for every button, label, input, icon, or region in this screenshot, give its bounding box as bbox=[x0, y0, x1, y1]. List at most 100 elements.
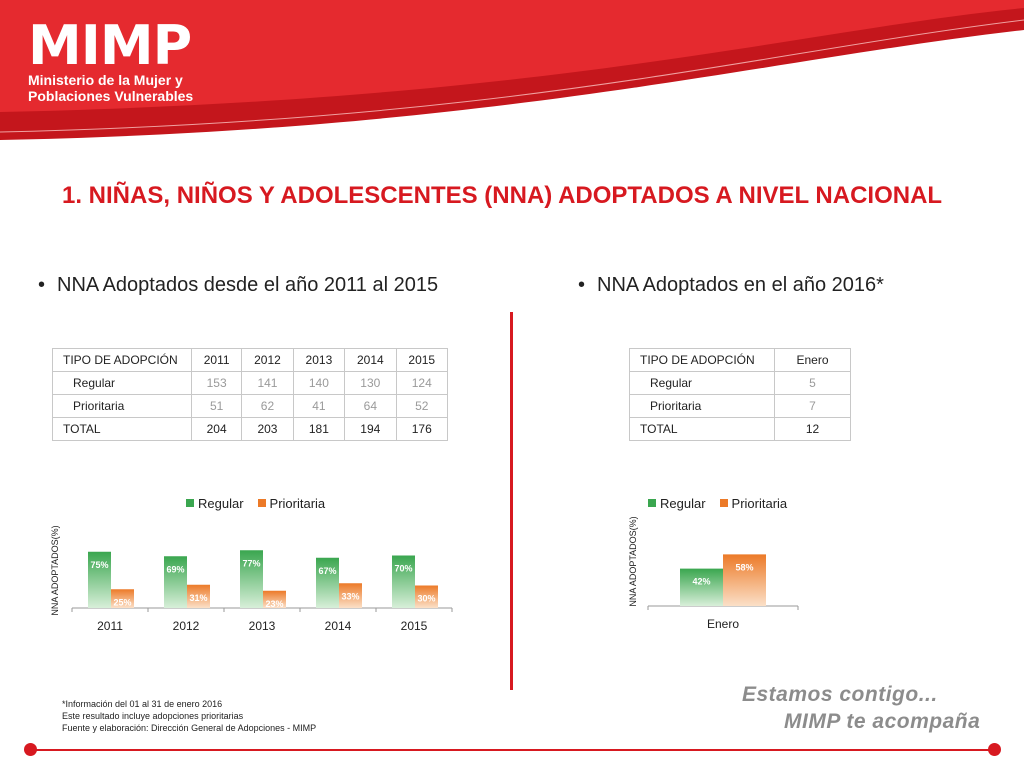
x-tick-label: 2014 bbox=[325, 619, 352, 633]
y-axis-label: NNA ADOPTADOS(%) bbox=[628, 516, 638, 606]
table-cell: 153 bbox=[190, 371, 243, 395]
right-bullet: • NNA Adoptados en el año 2016* bbox=[578, 274, 884, 297]
legend-item-regular: Regular bbox=[186, 496, 244, 511]
table-header-cell: Enero bbox=[774, 348, 851, 372]
legend-label: Prioritaria bbox=[269, 496, 326, 511]
table-row: Prioritaria 51 62 41 64 52 bbox=[52, 394, 449, 418]
x-tick-label: 2012 bbox=[173, 619, 200, 633]
table-header-row: TIPO DE ADOPCIÓN 2011 2012 2013 2014 201… bbox=[52, 348, 449, 372]
table-header-cell: TIPO DE ADOPCIÓN bbox=[629, 348, 775, 372]
table-cell: 7 bbox=[774, 394, 851, 418]
footnote-line: Este resultado incluye adopciones priori… bbox=[62, 711, 244, 721]
bar-prioritaria bbox=[187, 584, 210, 608]
data-label: 42% bbox=[692, 577, 710, 587]
table-cell: 141 bbox=[241, 371, 294, 395]
bar-regular bbox=[88, 551, 111, 608]
table-cell: Regular bbox=[52, 371, 192, 395]
header-band bbox=[0, 0, 1024, 140]
bottom-rule-dot bbox=[24, 743, 37, 756]
data-label: 33% bbox=[341, 591, 359, 601]
legend-item-prioritaria: Prioritaria bbox=[257, 496, 326, 511]
bar-regular bbox=[316, 557, 339, 608]
logo-title: MIMP bbox=[28, 14, 192, 77]
bottom-rule-dot bbox=[988, 743, 1001, 756]
legend-item-regular: Regular bbox=[648, 496, 706, 511]
table-cell: 62 bbox=[241, 394, 294, 418]
table-cell: 130 bbox=[344, 371, 397, 395]
legend-item-prioritaria: Prioritaria bbox=[719, 496, 788, 511]
table-cell: 140 bbox=[292, 371, 346, 395]
table-cell: Prioritaria bbox=[52, 394, 192, 418]
bullet-dot: • bbox=[38, 274, 46, 296]
right-bullet-text: NNA Adoptados en el año 2016* bbox=[597, 274, 884, 296]
table-cell: 64 bbox=[344, 394, 397, 418]
legend-swatch bbox=[719, 499, 728, 507]
logo-subtitle-line2: Poblaciones Vulnerables bbox=[28, 88, 194, 104]
table-row-total: TOTAL 12 bbox=[629, 417, 851, 441]
table-row-total: TOTAL 204 203 181 194 176 bbox=[52, 417, 449, 441]
table-cell: 52 bbox=[395, 394, 449, 418]
table-row: Regular 5 bbox=[629, 371, 851, 395]
column-divider bbox=[510, 312, 513, 690]
table-header-cell: 2011 bbox=[190, 348, 243, 372]
table-cell: TOTAL bbox=[629, 417, 775, 441]
right-chart-legend: Regular Prioritaria bbox=[648, 496, 787, 511]
table-row: Regular 153 141 140 130 124 bbox=[52, 371, 449, 395]
legend-label: Prioritaria bbox=[731, 496, 788, 511]
left-chart-legend: Regular Prioritaria bbox=[186, 496, 325, 511]
x-tick-label: 2015 bbox=[401, 619, 428, 633]
bar-regular bbox=[240, 550, 263, 608]
table-row: Prioritaria 7 bbox=[629, 394, 851, 418]
data-label: 77% bbox=[242, 558, 260, 568]
table-cell: 51 bbox=[190, 394, 243, 418]
x-tick-label: 2011 bbox=[97, 619, 123, 633]
x-tick-label: Enero bbox=[707, 617, 739, 631]
left-table: TIPO DE ADOPCIÓN 2011 2012 2013 2014 201… bbox=[52, 348, 449, 441]
data-label: 70% bbox=[394, 564, 412, 574]
table-cell: 176 bbox=[395, 417, 449, 441]
table-cell: 204 bbox=[190, 417, 243, 441]
data-label: 69% bbox=[166, 564, 184, 574]
bar-regular bbox=[164, 556, 187, 608]
bottom-rule bbox=[30, 749, 994, 751]
left-bar-chart: NNA ADOPTADOS(%) 75% 25% 2011 69% 31% 2012 77% 2… bbox=[50, 525, 453, 633]
bar-prioritaria bbox=[415, 585, 438, 608]
footnote-line: *Información del 01 al 31 de enero 2016 bbox=[62, 699, 223, 709]
table-header-cell: TIPO DE ADOPCIÓN bbox=[52, 348, 192, 372]
bullet-dot: • bbox=[578, 274, 586, 296]
logo-subtitle: Ministerio de la Mujer y Poblaciones Vul… bbox=[28, 72, 193, 104]
bar-prioritaria bbox=[263, 590, 286, 608]
legend-label: Regular bbox=[660, 496, 706, 511]
footnote: *Información del 01 al 31 de enero 2016 … bbox=[62, 698, 316, 734]
footnote-line: Fuente y elaboración: Dirección General … bbox=[62, 723, 317, 733]
table-header-cell: 2013 bbox=[292, 348, 346, 372]
table-cell: 181 bbox=[292, 417, 346, 441]
legend-swatch bbox=[186, 499, 194, 507]
bar-regular bbox=[392, 555, 415, 608]
table-header-cell: 2012 bbox=[241, 348, 294, 372]
x-tick-label: 2013 bbox=[249, 619, 276, 633]
legend-swatch bbox=[648, 499, 656, 507]
table-cell: 124 bbox=[395, 371, 449, 395]
right-bar-chart: NNA ADOPTADOS(%) 42% 58% Enero bbox=[628, 516, 799, 631]
table-cell: 41 bbox=[292, 394, 346, 418]
table-cell: Prioritaria bbox=[629, 394, 775, 418]
table-header-cell: 2014 bbox=[344, 348, 397, 372]
legend-label: Regular bbox=[198, 496, 244, 511]
data-label: 75% bbox=[90, 560, 108, 570]
table-cell: 5 bbox=[774, 371, 851, 395]
bar-prioritaria bbox=[723, 554, 766, 606]
table-cell: 203 bbox=[241, 417, 294, 441]
right-table: TIPO DE ADOPCIÓN Enero Regular 5 Priorit… bbox=[629, 348, 851, 441]
data-label: 58% bbox=[735, 562, 753, 572]
data-label: 31% bbox=[189, 593, 207, 603]
y-axis-label: NNA ADOPTADOS(%) bbox=[50, 525, 60, 615]
left-bullet: • NNA Adoptados desde el año 2011 al 2015 bbox=[38, 274, 438, 297]
table-header-row: TIPO DE ADOPCIÓN Enero bbox=[629, 348, 851, 372]
logo-subtitle-line1: Ministerio de la Mujer y bbox=[28, 72, 183, 88]
left-bullet-text: NNA Adoptados desde el año 2011 al 2015 bbox=[57, 274, 439, 296]
data-label: 25% bbox=[113, 597, 131, 607]
table-cell: 194 bbox=[344, 417, 397, 441]
table-cell: TOTAL bbox=[52, 417, 192, 441]
data-label: 23% bbox=[265, 599, 283, 609]
